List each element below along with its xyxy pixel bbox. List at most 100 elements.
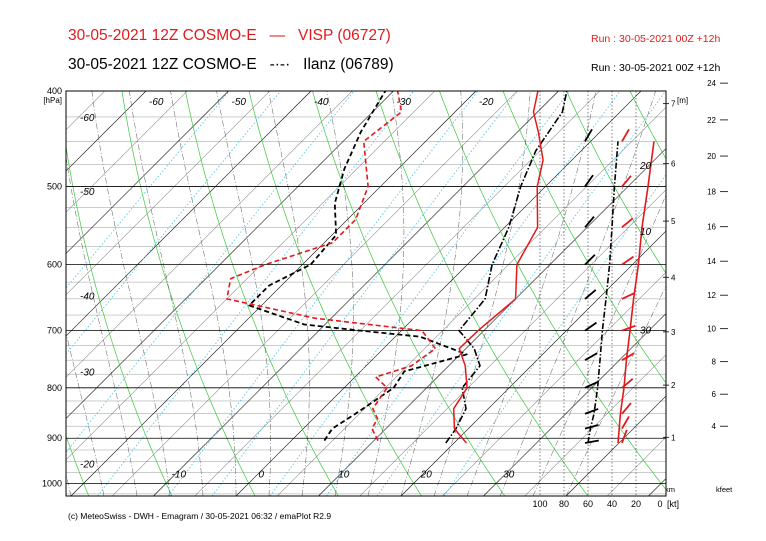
isotherm-line xyxy=(442,272,666,496)
dry-adiabat xyxy=(0,86,6,496)
dry-adiabat xyxy=(66,144,173,496)
dry-adiabat xyxy=(439,91,666,491)
dry-adiabat xyxy=(248,91,422,496)
moist-adiabat xyxy=(129,91,204,496)
ilanz-wind-barb xyxy=(584,216,595,228)
pressure-tick-label: 1000 xyxy=(42,478,62,488)
wind-speed-marker: 30 xyxy=(640,326,652,337)
wind-speed-tick-label: 20 xyxy=(631,499,641,509)
isotherm-line xyxy=(66,91,394,419)
height-axis-label: [m] xyxy=(677,96,688,105)
ilanz-wind-barb xyxy=(584,424,599,430)
isotherm-line xyxy=(359,189,666,496)
moist-adiabat xyxy=(268,91,310,496)
isotherm-line xyxy=(524,354,666,496)
credit-text: (c) MeteoSwiss - DWH - Emagram / 30-05-2… xyxy=(68,511,332,521)
kfeet-tick-label: 14 xyxy=(707,257,716,266)
mixing-ratio-line xyxy=(326,91,621,496)
dry-adiabat xyxy=(375,91,589,496)
moist-adiabat xyxy=(400,91,463,496)
moist-adiabat xyxy=(216,91,271,496)
kfeet-tick-label: 6 xyxy=(712,390,717,399)
ilanz-legend-line: -·-· xyxy=(260,56,299,73)
height-tick-label: 7 xyxy=(671,100,676,109)
isotherm-label-bottom: 30 xyxy=(503,470,515,481)
wind-speed-marker: 20 xyxy=(639,161,652,172)
dry-adiabat xyxy=(691,86,766,496)
isotherm-line xyxy=(483,313,666,496)
visp-wind-barb xyxy=(621,402,632,415)
visp-wind-barb xyxy=(621,324,636,332)
isotherm-label-top: -30 xyxy=(397,97,412,108)
isotherm-label-left: -30 xyxy=(80,367,95,378)
wind-speed-axis-label: [kt] xyxy=(667,499,679,509)
kfeet-axis-label: kfeet xyxy=(716,485,733,494)
wind-speed-tick-label: 100 xyxy=(532,499,547,509)
frame-layer xyxy=(65,90,667,497)
isotherm-line xyxy=(153,91,559,496)
ilanz-wind-barb xyxy=(584,128,593,142)
moist-adiabat xyxy=(499,91,656,496)
isotherm-line xyxy=(235,91,642,496)
mixing-ratio-line xyxy=(443,174,666,496)
visp-wind-barb xyxy=(621,378,634,389)
ilanz-model-label: 30-05-2021 12Z COSMO-E xyxy=(68,56,257,73)
visp-title: 30-05-2021 12Z COSMO-E — VISP (06727) xyxy=(68,27,391,45)
isotherm-label-bottom: 0 xyxy=(259,470,265,481)
visp-wind-barb xyxy=(621,175,632,188)
isotherm-line xyxy=(565,395,666,496)
ilanz-wind-speed-line xyxy=(587,141,619,444)
height-tick-label: 1 xyxy=(671,433,676,442)
moist-adiabat xyxy=(91,91,171,496)
dry-adiabat xyxy=(185,91,339,496)
moist-adiabat xyxy=(170,91,237,496)
visp-wind-barb xyxy=(621,352,635,361)
kfeet-tick-label: 24 xyxy=(707,79,716,88)
wind-layer xyxy=(584,128,655,444)
isotherm-label-top: -40 xyxy=(314,97,329,108)
dry-adiabat xyxy=(121,91,256,496)
height-tick-label: 4 xyxy=(671,273,676,282)
moist-adiabat xyxy=(326,91,354,496)
wind-speed-tick-label: 0 xyxy=(657,499,662,509)
mixing-ratio-line xyxy=(66,91,282,355)
isotherm-line xyxy=(112,91,518,496)
isotherm-line xyxy=(690,91,766,496)
isotherm-line xyxy=(66,91,435,460)
kfeet-tick-label: 20 xyxy=(707,152,716,161)
visp-wind-barb xyxy=(621,429,628,444)
isotherm-line xyxy=(400,230,666,496)
wind-speed-tick-label: 60 xyxy=(583,499,593,509)
isotherm-line xyxy=(66,91,353,378)
visp-wind-barb xyxy=(621,292,636,300)
ilanz-wind-barb xyxy=(584,439,599,444)
moist-adiabat xyxy=(367,91,405,496)
isotherm-line xyxy=(66,91,147,172)
kfeet-tick-label: 4 xyxy=(712,422,717,431)
moist-adiabat xyxy=(66,332,105,496)
isotherm-line xyxy=(0,91,22,496)
mixing-ratio-line xyxy=(66,91,355,454)
pressure-axis-label: [hPa] xyxy=(43,96,62,105)
isotherm-label-bottom: 20 xyxy=(420,470,433,481)
isotherm-label-left: -50 xyxy=(80,187,95,198)
ilanz-station-label: Ilanz (06789) xyxy=(303,56,394,73)
dry-adiabat xyxy=(502,91,666,384)
ilanz-title: 30-05-2021 12Z COSMO-E -·-· Ilanz (06789… xyxy=(68,56,394,74)
ilanz-temperature-line xyxy=(445,91,568,444)
kfeet-tick-label: 10 xyxy=(707,325,716,334)
isotherm-line xyxy=(731,91,766,496)
ilanz-wind-barb xyxy=(584,352,598,361)
height-tick-label: 2 xyxy=(671,381,676,390)
visp-wind-barb xyxy=(621,128,630,142)
wind-unit-label: km xyxy=(665,485,675,494)
profile-layer xyxy=(226,91,568,444)
isotherm-line xyxy=(277,107,666,496)
pressure-tick-label: 800 xyxy=(47,383,62,393)
plot-background xyxy=(66,91,666,496)
isotherm-label-bottom: 10 xyxy=(338,470,350,481)
pressure-tick-label: 600 xyxy=(47,260,62,270)
pressure-tick-label: 900 xyxy=(47,433,62,443)
isotherm-line xyxy=(66,91,229,254)
